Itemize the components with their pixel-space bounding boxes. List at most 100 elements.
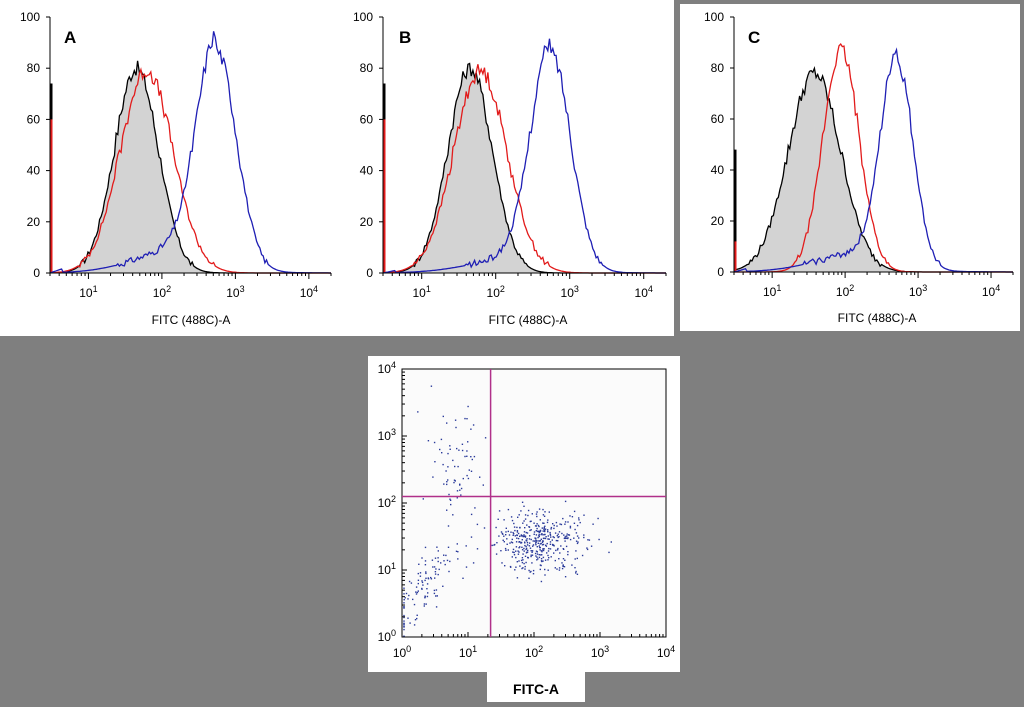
scatter-point (415, 591, 417, 593)
scatter-point (564, 537, 567, 540)
scatter-point (520, 534, 523, 536)
scatter-point (407, 617, 409, 619)
y-tick-label-80-a: 80 (27, 61, 41, 75)
scatter-point (509, 542, 511, 544)
scatter-point (536, 546, 538, 548)
scatter-point (432, 476, 434, 478)
y-tick-label-0-a: 0 (33, 266, 40, 280)
scatter-point (561, 562, 563, 564)
scatter-point (537, 536, 539, 539)
scatter-point (525, 545, 527, 548)
scatter-point (579, 521, 581, 524)
histogram-a-svg: A FITC (488C)-A 0 20 40 60 80 100 101 102 103 104 (20, 10, 332, 327)
scatter-point (407, 598, 409, 600)
scatter-point (543, 526, 545, 529)
scatter-point (545, 536, 547, 538)
scatter-point (558, 567, 561, 569)
scatter-point (564, 559, 566, 561)
scatter-point (536, 515, 538, 518)
scatter-point (501, 532, 503, 535)
scatter-point (449, 448, 451, 450)
scatter-point (440, 438, 443, 441)
y-tick-label-100-c: 100 (704, 10, 724, 24)
scatter-point (450, 503, 452, 506)
scatter-point (534, 552, 537, 555)
scatter-point (566, 537, 569, 540)
scatter-point (520, 559, 523, 562)
scatter-point (571, 516, 574, 518)
scatter-point (523, 531, 526, 533)
scatter-point (493, 544, 495, 546)
scatter-point (403, 602, 405, 604)
scatter-point (449, 499, 452, 501)
scatter-point (515, 550, 517, 552)
scatter-point (466, 474, 468, 477)
scatter-point (553, 524, 555, 527)
scatter-point (578, 517, 580, 519)
scatter-point (542, 549, 545, 552)
scatter-point (525, 561, 527, 564)
scatter-point (555, 521, 558, 524)
scatter-point (573, 522, 576, 524)
scatter-point (524, 536, 527, 538)
scatter-point (415, 586, 418, 588)
scatter-point (573, 537, 575, 539)
scatter-point (528, 538, 531, 540)
scatter-point (545, 545, 548, 547)
scatter-point (540, 538, 542, 540)
scatter-point (504, 565, 506, 567)
scatter-point (465, 566, 468, 568)
scatter-point (544, 559, 547, 561)
scatter-point (505, 527, 507, 529)
scatter-point (544, 568, 546, 571)
scatter-point (419, 572, 422, 574)
scatter-point (546, 521, 549, 524)
scatter-point (539, 519, 541, 521)
scatter-point (433, 441, 436, 444)
scatter-point (534, 525, 537, 527)
scatter-point (448, 570, 450, 573)
scatter-point (511, 538, 513, 541)
scatter-point (538, 535, 540, 538)
scatter-point (446, 422, 448, 424)
scatter-point (512, 548, 515, 551)
scatter-point (520, 510, 522, 512)
scatter-point (558, 535, 560, 538)
scatter-point (523, 535, 526, 537)
scatter-point (433, 589, 436, 592)
scatter-point (538, 545, 540, 547)
scatter-point (460, 487, 463, 490)
scatter-point (515, 541, 518, 543)
scatter-point (511, 519, 514, 522)
scatter-point (519, 535, 521, 537)
scatter-point (542, 514, 545, 516)
scatter-point (517, 516, 519, 518)
scatter-point (533, 522, 535, 524)
scatter-point (416, 591, 419, 594)
scatter-point (550, 556, 552, 558)
scatter-point (434, 577, 436, 579)
scatter-point (536, 556, 538, 558)
scatter-point (417, 572, 419, 575)
scatter-point (532, 545, 534, 547)
scatter-point (547, 538, 549, 540)
scatter-point (538, 533, 540, 536)
scatter-point (495, 526, 497, 529)
scatter-x-label-svg: FITC-A (513, 681, 559, 697)
scatter-point (576, 557, 578, 560)
scatter-point (513, 551, 515, 554)
x-tick-label-3-c: 103 (909, 283, 927, 299)
scatter-point (525, 547, 528, 550)
scatter-point (524, 544, 526, 547)
y-tick-label-0-c: 0 (717, 265, 724, 279)
scatter-point (466, 450, 468, 452)
y-tick-label-20-a: 20 (27, 215, 41, 229)
scatter-point (535, 542, 537, 544)
scatter-point (518, 547, 520, 549)
scatter-point (524, 565, 526, 568)
x-tick-label-2-b: 102 (487, 284, 505, 300)
scatter-point (497, 518, 499, 520)
scatter-point (470, 470, 473, 472)
scatter-point (577, 541, 579, 543)
scatter-point (553, 536, 555, 539)
